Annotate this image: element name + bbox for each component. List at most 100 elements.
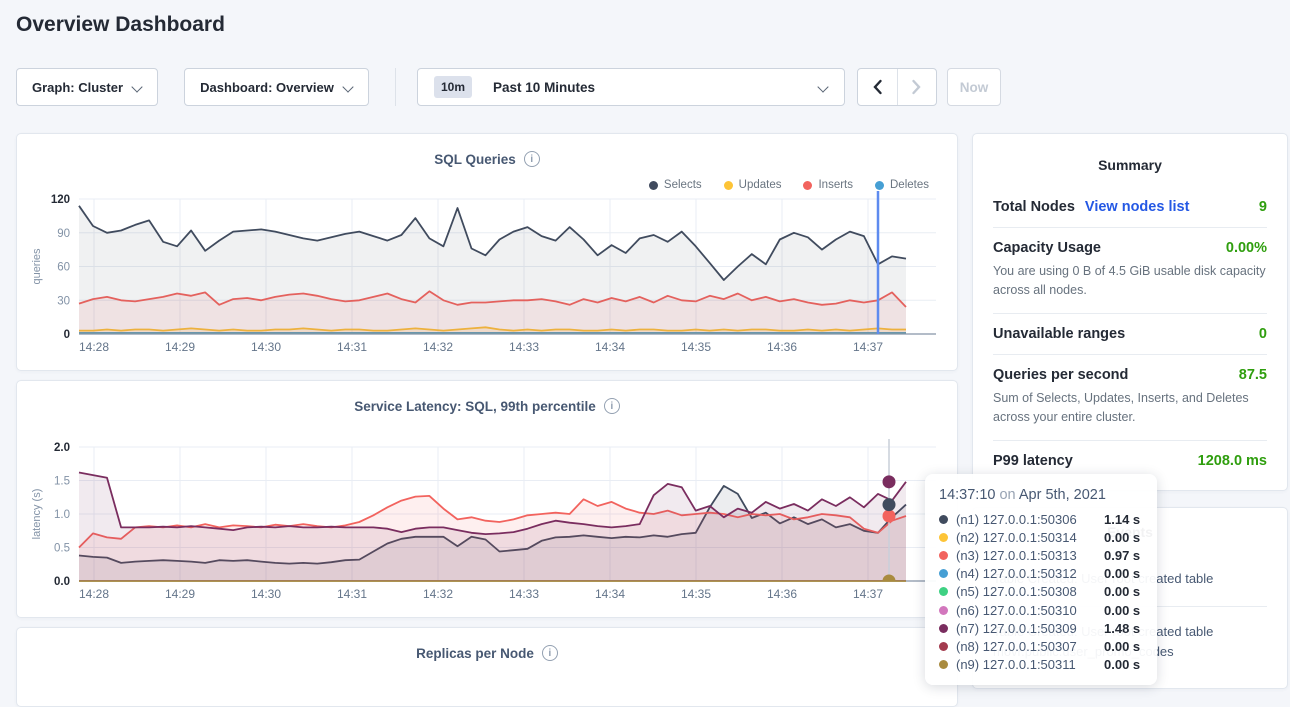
tooltip-node-label: (n1) 127.0.0.1:50306: [956, 512, 1098, 527]
tooltip-node-value: 0.00 s: [1104, 657, 1140, 672]
tooltip-node-value: 0.00 s: [1104, 566, 1140, 581]
svg-text:14:34: 14:34: [595, 587, 625, 601]
sql-queries-chart[interactable]: 14:2814:2914:3014:3114:3214:3314:3414:35…: [17, 134, 959, 372]
p99-latency-value: 1208.0 ms: [1198, 453, 1267, 469]
hover-tooltip: 14:37:10 on Apr 5th, 2021 (n1) 127.0.0.1…: [925, 474, 1157, 685]
svg-text:14:33: 14:33: [509, 340, 539, 354]
svg-text:14:29: 14:29: [165, 587, 195, 601]
chevron-right-icon: [911, 79, 922, 95]
svg-text:14:31: 14:31: [337, 587, 367, 601]
tooltip-node-value: 1.48 s: [1104, 621, 1140, 636]
time-step-group: [857, 68, 937, 106]
svg-text:14:35: 14:35: [681, 587, 711, 601]
tooltip-node-label: (n3) 127.0.0.1:50313: [956, 548, 1098, 563]
svg-text:90: 90: [57, 228, 70, 240]
tooltip-node-value: 0.00 s: [1104, 584, 1140, 599]
capacity-value: 0.00%: [1226, 240, 1267, 256]
tooltip-node-row: (n4) 127.0.0.1:50312 0.00 s: [939, 565, 1145, 583]
tooltip-node-value: 1.14 s: [1104, 512, 1140, 527]
hover-tooltip-rows: (n1) 127.0.0.1:503061.14 s(n2) 127.0.0.1…: [939, 510, 1145, 674]
svg-text:30: 30: [57, 295, 70, 307]
summary-capacity-row: Capacity Usage 0.00% You are using 0 B o…: [993, 227, 1267, 313]
svg-text:14:35: 14:35: [681, 340, 711, 354]
svg-text:14:36: 14:36: [767, 340, 797, 354]
time-range-label: Past 10 Minutes: [493, 80, 595, 95]
tooltip-node-label: (n6) 127.0.0.1:50310: [956, 603, 1098, 618]
tooltip-date: Apr 5th, 2021: [1019, 487, 1106, 503]
svg-text:queries: queries: [31, 248, 43, 285]
svg-text:14:32: 14:32: [423, 340, 453, 354]
summary-qps-row: Queries per second 87.5 Sum of Selects, …: [993, 354, 1267, 440]
tooltip-node-row: (n6) 127.0.0.1:50310 0.00 s: [939, 601, 1145, 619]
tooltip-node-label: (n4) 127.0.0.1:50312: [956, 566, 1098, 581]
tooltip-node-row: (n7) 127.0.0.1:50309 1.48 s: [939, 619, 1145, 637]
svg-text:14:31: 14:31: [337, 340, 367, 354]
svg-text:14:37: 14:37: [853, 587, 883, 601]
tooltip-node-row: (n3) 127.0.0.1:50313 0.97 s: [939, 546, 1145, 564]
tooltip-time: 14:37:10: [939, 487, 995, 503]
svg-text:latency (s): latency (s): [31, 489, 43, 540]
svg-text:14:34: 14:34: [595, 340, 625, 354]
sql-queries-panel: SQL Queries SelectsUpdatesInsertsDeletes…: [16, 133, 958, 371]
chevron-down-icon: [343, 82, 353, 92]
dashboard-dropdown[interactable]: Dashboard: Overview: [184, 68, 369, 106]
tooltip-node-label: (n5) 127.0.0.1:50308: [956, 584, 1098, 599]
chevron-left-icon: [872, 79, 883, 95]
svg-text:60: 60: [57, 262, 70, 274]
qps-description: Sum of Selects, Updates, Inserts, and De…: [993, 389, 1267, 428]
svg-text:14:28: 14:28: [79, 587, 109, 601]
svg-text:1.0: 1.0: [54, 509, 70, 521]
capacity-label: Capacity Usage: [993, 240, 1101, 256]
tooltip-node-value: 0.97 s: [1104, 548, 1140, 563]
summary-panel: Summary Total Nodes View nodes list 9 Ca…: [972, 133, 1288, 491]
tooltip-node-row: (n5) 127.0.0.1:50308 0.00 s: [939, 583, 1145, 601]
node-color-dot-icon: [939, 551, 948, 560]
unavailable-ranges-label: Unavailable ranges: [993, 326, 1125, 342]
tooltip-node-value: 0.00 s: [1104, 603, 1140, 618]
node-color-dot-icon: [939, 533, 948, 542]
chart-title: Replicas per Node: [416, 646, 534, 661]
qps-label: Queries per second: [993, 367, 1128, 383]
now-button[interactable]: Now: [947, 68, 1001, 106]
svg-text:0: 0: [64, 329, 70, 341]
tooltip-node-label: (n2) 127.0.0.1:50314: [956, 530, 1098, 545]
tooltip-node-label: (n7) 127.0.0.1:50309: [956, 621, 1098, 636]
svg-text:14:28: 14:28: [79, 340, 109, 354]
replicas-per-node-panel: Replicas per Node: [16, 627, 958, 707]
time-back-button[interactable]: [858, 69, 897, 105]
time-range-picker[interactable]: 10m Past 10 Minutes: [417, 68, 845, 106]
overview-dashboard-page: { "page": { "title": "Overview Dashboard…: [0, 0, 1290, 689]
info-icon[interactable]: [542, 645, 558, 661]
node-color-dot-icon: [939, 587, 948, 596]
tooltip-node-value: 0.00 s: [1104, 530, 1140, 545]
svg-text:14:30: 14:30: [251, 587, 281, 601]
svg-text:0.0: 0.0: [54, 576, 70, 588]
node-color-dot-icon: [939, 569, 948, 578]
total-nodes-label: Total Nodes: [993, 199, 1075, 215]
node-color-dot-icon: [939, 515, 948, 524]
tooltip-node-value: 0.00 s: [1104, 639, 1140, 654]
summary-unavailable-row: Unavailable ranges 0: [993, 313, 1267, 354]
capacity-description: You are using 0 B of 4.5 GiB usable disk…: [993, 262, 1267, 301]
replicas-title-row: Replicas per Node: [17, 645, 957, 661]
service-latency-chart[interactable]: 14:28 14:29 14:30 14:31 14:32 14:33 14:34 14:35…: [17, 381, 959, 619]
tooltip-node-row: (n2) 127.0.0.1:50314 0.00 s: [939, 528, 1145, 546]
node-color-dot-icon: [939, 624, 948, 633]
node-color-dot-icon: [939, 606, 948, 615]
svg-text:14:33: 14:33: [509, 587, 539, 601]
svg-text:1.5: 1.5: [54, 476, 70, 488]
svg-text:2.0: 2.0: [54, 442, 70, 454]
svg-text:14:32: 14:32: [423, 587, 453, 601]
view-nodes-list-link[interactable]: View nodes list: [1085, 199, 1190, 215]
graph-dropdown-label: Graph: Cluster: [32, 80, 123, 95]
svg-text:14:36: 14:36: [767, 587, 797, 601]
node-color-dot-icon: [939, 660, 948, 669]
tooltip-on: on: [999, 487, 1015, 503]
qps-value: 87.5: [1239, 367, 1267, 383]
svg-text:14:37: 14:37: [853, 340, 883, 354]
tooltip-node-row: (n1) 127.0.0.1:50306 1.14 s: [939, 510, 1145, 528]
graph-dropdown[interactable]: Graph: Cluster: [16, 68, 158, 106]
page-title: Overview Dashboard: [16, 13, 225, 37]
tooltip-node-label: (n9) 127.0.0.1:50311: [956, 657, 1098, 672]
time-forward-button[interactable]: [897, 69, 937, 105]
